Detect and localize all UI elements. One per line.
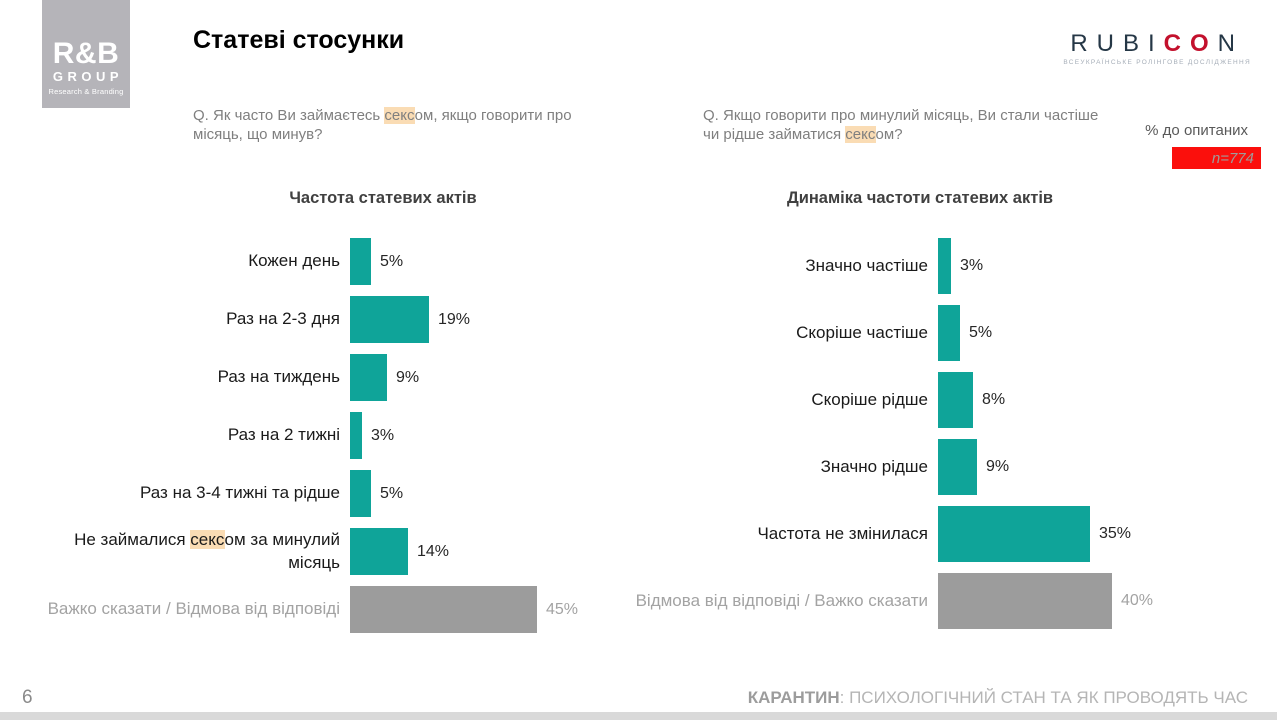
value-label: 9% [986, 458, 1010, 475]
chart-row: Відмова від відповіді / Важко сказати 40% [628, 573, 1153, 629]
footer-title-rest: : ПСИХОЛОГІЧНИЙ СТАН ТА ЯК ПРОВОДЯТЬ ЧАС [839, 688, 1248, 707]
bar [938, 305, 960, 361]
value-label: 14% [417, 542, 450, 560]
question-left-post: ом, якщо говорити про місяць, що минув? [193, 107, 572, 143]
category-label: Значно рідше [820, 456, 928, 476]
bar [350, 354, 387, 401]
bar [938, 506, 1090, 562]
chart-row: Раз на 2-3 дня 19% [40, 296, 578, 343]
rubicon-part2: CO [1163, 30, 1218, 57]
value-label: 8% [982, 391, 1006, 408]
chart-row: Значно рідше 9% [628, 439, 1153, 495]
footer-title-bold: КАРАНТИН [747, 688, 840, 707]
rb-logo-name: R&B [52, 36, 120, 70]
chart-row: Раз на 2 тижні 3% [40, 412, 578, 459]
page-title: Статеві стосунки [193, 26, 405, 54]
bar [938, 439, 977, 495]
rb-group-logo: R&B GROUP Research & Branding [42, 0, 130, 108]
chart-row: Важко сказати / Відмова від відповіді 45% [40, 586, 578, 633]
chart-row: Раз на 3-4 тижні та рідше 5% [40, 470, 578, 517]
value-label: 3% [371, 426, 395, 444]
category-label: Значно частіше [805, 255, 928, 275]
rubicon-part3: N [1217, 30, 1245, 57]
rubicon-part1: RUBI [1070, 30, 1164, 57]
value-label: 5% [380, 484, 404, 502]
category-label: Раз на 2 тижні [227, 425, 340, 445]
chart-row: Кожен день 5% [40, 238, 578, 285]
bar [350, 586, 537, 633]
category-label: Не займалися сексом за минулий місяць [74, 530, 340, 572]
bar [350, 528, 408, 575]
chart-row: Раз на тиждень 9% [40, 354, 578, 401]
highlight: секс [190, 530, 225, 550]
chart-row: Значно частіше 3% [628, 238, 1153, 294]
value-label: 3% [960, 257, 984, 274]
value-label: 45% [546, 600, 579, 618]
chart-row: Частота не змінилася 35% [628, 506, 1153, 562]
bar [350, 238, 371, 285]
bar [938, 372, 973, 428]
value-label: 5% [380, 252, 404, 270]
chart-dynamics: Значно частіше 3% Скоріше частіше 5% Скоріше… [628, 238, 1153, 640]
category-label: Скоріше рідше [811, 389, 928, 409]
category-label: Кожен день [248, 251, 340, 271]
category-label: Важко сказати / Відмова від відповіді [47, 599, 340, 619]
chart-row: Не займалися сексом за минулий місяць 14% [40, 528, 578, 575]
value-label: 40% [1121, 592, 1154, 609]
footer-title: КАРАНТИН: ПСИХОЛОГІЧНИЙ СТАН ТА ЯК ПРОВО… [748, 688, 1248, 708]
bar [350, 296, 429, 343]
question-right-pre: Q. Якщо говорити про минулий місяць, Ви … [703, 107, 1099, 143]
value-label: 35% [1099, 525, 1132, 542]
category-label: Відмова від відповіді / Важко сказати [635, 590, 928, 610]
rubicon-subtitle: ВСЕУКРАЇНСЬКЕ РОЛІНГОВЕ ДОСЛІДЖЕННЯ [1063, 59, 1251, 66]
highlight: секс [384, 107, 415, 124]
value-label: 19% [438, 310, 471, 328]
question-right-post: ом? [875, 125, 903, 143]
category-label: Скоріше частіше [796, 322, 928, 342]
rubicon-wordmark: RUBICON [1063, 30, 1251, 58]
category-label: Раз на 2-3 дня [226, 309, 340, 329]
bar [350, 470, 371, 517]
chart-title-left: Частота статевих актів [289, 189, 477, 207]
question-right: Q. Якщо говорити про минулий місяць, Ви … [703, 107, 1101, 145]
value-label: 5% [969, 324, 993, 341]
bar [938, 573, 1112, 629]
category-label: Раз на 3-4 тижні та рідше [140, 483, 340, 503]
rubicon-logo: RUBICON ВСЕУКРАЇНСЬКЕ РОЛІНГОВЕ ДОСЛІДЖЕ… [1063, 30, 1251, 66]
highlight: секс [845, 125, 876, 143]
bar [350, 412, 362, 459]
category-label: Частота не змінилася [757, 523, 928, 543]
bar [938, 238, 951, 294]
question-left: Q. Як часто Ви займаєтесь сексом, якщо г… [193, 107, 605, 145]
percent-of-respondents-label: % до опитаних [1145, 122, 1248, 139]
bottom-strip [0, 712, 1277, 720]
rb-logo-group: GROUP [52, 69, 124, 84]
chart-row: Скоріше частіше 5% [628, 305, 1153, 361]
page-number: 6 [22, 687, 33, 708]
value-label: 9% [396, 368, 420, 386]
chart-row: Скоріше рідше 8% [628, 372, 1153, 428]
chart-title-right: Динаміка частоти статевих актів [786, 189, 1054, 207]
rb-logo-subtitle: Research & Branding [48, 87, 124, 96]
question-left-pre: Q. Як часто Ви займаєтесь [193, 107, 385, 124]
category-label: Раз на тиждень [217, 367, 340, 387]
chart-frequency: Кожен день 5% Раз на 2-3 дня 19% Раз на тижд… [40, 238, 578, 644]
sample-size-badge: n=774 [1172, 147, 1261, 169]
